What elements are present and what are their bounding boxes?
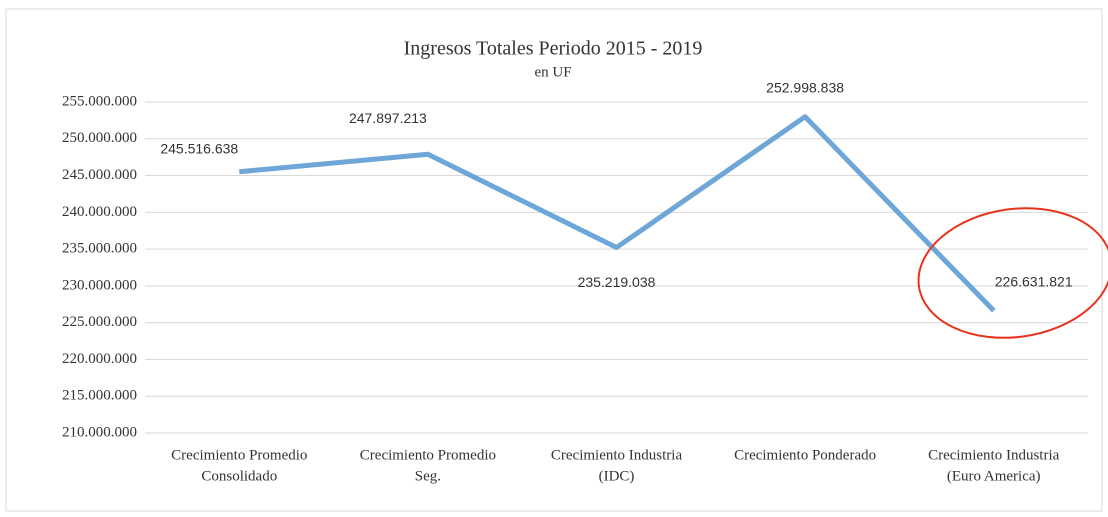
y-tick-label: 230.000.000 <box>62 277 137 293</box>
x-tick-label: Crecimiento Industria <box>928 447 1060 463</box>
y-tick-label: 235.000.000 <box>62 241 137 257</box>
x-tick-label: Crecimiento Promedio <box>171 447 307 463</box>
y-tick-label: 210.000.000 <box>62 424 137 440</box>
y-tick-label: 245.000.000 <box>62 167 137 183</box>
x-tick-label: Crecimiento Promedio <box>360 447 496 463</box>
highlight-circle <box>917 207 1108 339</box>
data-label: 226.631.821 <box>995 273 1073 289</box>
chart-subtitle: en UF <box>534 64 571 80</box>
y-tick-label: 215.000.000 <box>62 388 137 404</box>
x-tick-label: Seg. <box>415 468 441 484</box>
x-tick-label: Crecimiento Industria <box>551 447 683 463</box>
data-label: 247.897.213 <box>349 110 427 126</box>
chart-title: Ingresos Totales Periodo 2015 - 2019 <box>404 38 703 60</box>
x-tick-label: (IDC) <box>599 468 635 484</box>
y-tick-label: 250.000.000 <box>62 130 137 146</box>
data-label: 245.516.638 <box>160 140 238 156</box>
x-tick-label: Consolidado <box>201 468 277 484</box>
x-tick-label: (Euro America) <box>947 468 1041 484</box>
line <box>239 114 996 313</box>
y-tick-label: 220.000.000 <box>62 351 137 367</box>
x-tick-label: Crecimiento Ponderado <box>734 447 876 463</box>
y-tick-label: 225.000.000 <box>62 314 137 330</box>
data-label: 252.998.838 <box>766 79 844 95</box>
chart-border <box>5 8 1103 512</box>
data-label: 235.219.038 <box>578 274 656 290</box>
y-tick-label: 255.000.000 <box>62 93 137 109</box>
y-tick-label: 240.000.000 <box>62 204 137 220</box>
